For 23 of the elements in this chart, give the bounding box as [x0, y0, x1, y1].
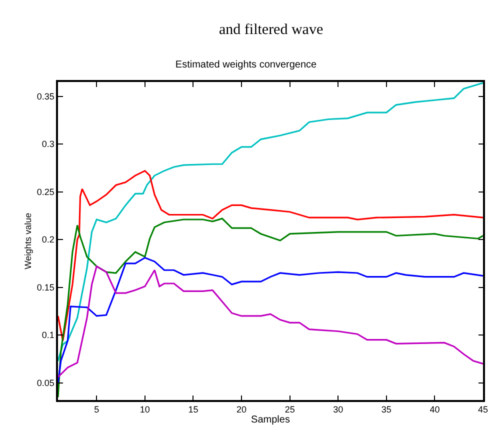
- y-tick-label: 0.25: [36, 186, 54, 197]
- text: and filtered wave: [219, 22, 324, 38]
- y-tick-label: 0.2: [42, 234, 54, 245]
- y-axis-title: Weights value: [22, 212, 33, 270]
- x-tick-label: 40: [430, 404, 440, 415]
- line-series: [58, 82, 483, 362]
- x-tick-label: 5: [94, 404, 100, 415]
- y-tick-label: 0.15: [36, 282, 54, 292]
- y-tick-label: 0.05: [36, 378, 54, 388]
- line-series: [58, 218, 483, 398]
- y-tick-label: 0.3: [42, 139, 54, 150]
- x-tick-label: 35: [381, 404, 392, 415]
- x-tick-label: 10: [140, 404, 150, 415]
- x-axis-title: Samples: [251, 414, 290, 426]
- x-tick-label: 15: [188, 404, 198, 415]
- x-tick-label: 25: [284, 404, 295, 415]
- x-tick-label: 45: [478, 404, 488, 415]
- line-series: [58, 170, 483, 342]
- chart-title: Estimated weights convergence: [175, 59, 318, 70]
- y-tick-label: 0.35: [36, 91, 54, 102]
- x-tick-label: 20: [236, 404, 247, 415]
- y-tick-label: 0.1: [42, 330, 54, 340]
- x-tick-label: 30: [333, 404, 344, 415]
